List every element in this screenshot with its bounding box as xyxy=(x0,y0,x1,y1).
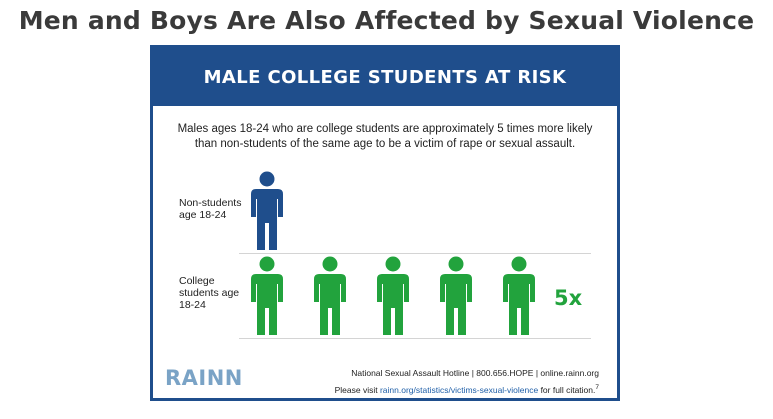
college-student-person-icon xyxy=(248,256,286,336)
college-student-person-icon xyxy=(500,256,538,336)
citation-text: Please visit rainn.org/statistics/victim… xyxy=(335,384,599,395)
college-student-person-icon xyxy=(437,256,475,336)
row-divider xyxy=(239,253,591,254)
row-divider xyxy=(239,338,591,339)
college-student-person-icon xyxy=(374,256,412,336)
non-students-label: Non-students age 18-24 xyxy=(179,197,242,221)
banner-title: MALE COLLEGE STUDENTS AT RISK xyxy=(203,66,567,88)
infographic-card: MALE COLLEGE STUDENTS AT RISK Males ages… xyxy=(150,45,620,401)
citation-suffix: for full citation. xyxy=(538,384,596,395)
rainn-logo: RAINN xyxy=(165,366,243,390)
infographic-banner: MALE COLLEGE STUDENTS AT RISK xyxy=(153,48,617,106)
college-student-person-icon xyxy=(311,256,349,336)
page-title: Men and Boys Are Also Affected by Sexual… xyxy=(18,6,755,35)
intro-text: Males ages 18-24 who are college student… xyxy=(177,123,593,150)
hotline-text: National Sexual Assault Hotline | 800.65… xyxy=(351,368,599,378)
non-student-person-icon xyxy=(248,171,286,251)
citation-link[interactable]: rainn.org/statistics/victims-sexual-viol… xyxy=(379,384,539,395)
citation-number: 7 xyxy=(595,384,599,391)
college-students-label: College students age 18-24 xyxy=(179,275,240,311)
citation-prefix: Please visit xyxy=(334,384,380,395)
multiplier-label: 5x xyxy=(554,286,583,310)
